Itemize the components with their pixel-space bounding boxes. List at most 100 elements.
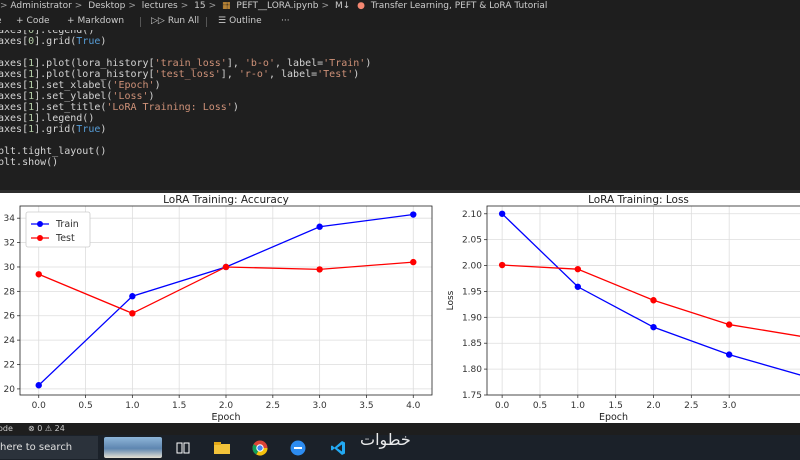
chrome-button[interactable] [249,438,271,458]
chart-title: LoRA Training: Accuracy [163,194,289,206]
legend-marker-test [37,235,43,241]
y-tick-label: 2.10 [462,210,482,220]
breadcrumb-item-notebook[interactable]: PEFT__LORA.ipynb [236,1,319,11]
y-tick-label: 1.75 [462,391,482,401]
x-tick-label: 3.0 [722,401,737,411]
data-point-test [222,263,230,271]
notebook-file-icon: ▦ [222,1,231,11]
y-tick-label: 28 [4,287,16,297]
x-tick-label: 0.0 [32,401,47,411]
x-tick-label: 3.0 [312,401,327,411]
status-mode[interactable]: ode [0,424,13,433]
vscode-button[interactable] [327,438,349,458]
y-tick-label: 1.95 [462,287,482,297]
chart-output: 0.0 0.5 1.0 1.5 2.0 2.5 3.0 3.5 4.0 20 22 24 26 28 30 3… [4,194,800,423]
code-line: plt.show() [0,157,59,168]
vscode-icon [331,441,345,455]
search-placeholder: here to search [0,442,73,453]
toolbar-edge-text: e [0,13,2,30]
y-tick-label: 32 [4,239,15,249]
outline-label: Outline [229,16,262,26]
breadcrumb-separator: > [0,1,8,11]
plot-frame [486,205,800,396]
y-tick-label: 2.00 [462,262,482,272]
code-line: axes[1].legend() [0,113,95,124]
y-tick-label: 24 [4,336,16,346]
run-all-button[interactable]: ▷▷ Run All [151,13,199,30]
problems-indicator[interactable]: ⊗ 0 ⚠ 24 [28,423,65,435]
y-tick-label: 26 [4,312,16,322]
folder-icon [214,442,230,454]
data-point-train [725,351,733,358]
x-tick-label: 0.5 [533,401,547,411]
output-cell: 0.0 0.5 1.0 1.5 2.0 2.5 3.0 3.5 4.0 20 22 24 26 28 30 3… [0,193,800,423]
code-line: axes[0].grid(True) [0,36,107,47]
add-markdown-button[interactable]: + Markdown [67,13,124,30]
x-tick-label: 1.5 [608,401,622,411]
breadcrumb-item-heading[interactable]: Transfer Learning, PEFT & LoRA Tutorial [370,1,548,11]
legend-label-test: Test [55,233,75,244]
watermark: خطوات [360,430,411,449]
toolbar-divider [206,17,207,27]
breadcrumb-separator: > [321,1,330,11]
chrome-icon [252,440,268,456]
heading-icon: ● [357,1,365,11]
x-tick-label: 2.0 [219,401,234,411]
run-all-label: Run All [167,16,200,26]
outline-list-icon: ☰ [218,16,227,26]
code-line: axes[0].legend() [0,30,95,36]
x-axis-label: Epoch [599,412,628,423]
breadcrumb-item-administrator[interactable]: Administrator [10,1,72,11]
y-tick-label: 1.90 [462,313,482,323]
plus-icon: + [67,16,75,26]
y-tick-label: 22 [4,361,15,371]
breadcrumb: > Administrator > Desktop > lectures > 15 > … [0,0,800,13]
outline-button[interactable]: ☰ Outline [218,13,262,30]
markdown-icon: M↓ [334,1,351,11]
error-count: 0 [37,424,43,433]
data-point-train [316,223,323,230]
x-tick-label: 4.0 [406,401,421,411]
data-point-test [574,265,582,273]
task-view-icon [176,442,190,454]
code-cell[interactable]: axes[0].legend() axes[0].grid(True) axes… [0,30,800,190]
data-point-test [410,258,417,266]
y-tick-label: 30 [4,263,16,273]
data-point-train [35,382,42,389]
data-point-test [650,297,657,304]
search-highlight-image [104,437,162,458]
x-tick-label: 2.5 [266,401,280,411]
x-tick-label: 2.0 [646,401,661,411]
x-tick-label: 1.0 [571,401,586,411]
code-line: axes[1].set_title('LoRA Training: Loss') [0,102,239,113]
add-code-button[interactable]: + Code [16,13,50,30]
breadcrumb-item-lectures[interactable]: lectures [141,1,178,11]
warning-count: 24 [54,424,65,433]
plus-icon: + [16,16,24,26]
warning-icon: ⚠ [44,424,53,433]
y-tick-label: 20 [4,385,16,395]
more-actions-button[interactable]: ··· [281,16,290,26]
data-point-train [574,283,582,290]
add-markdown-label: Markdown [77,16,125,26]
app-icon [290,440,306,456]
data-point-train [650,323,657,331]
code-line: axes[1].set_ylabel('Loss') [0,91,155,102]
plot-frame [19,205,433,396]
task-view-button[interactable] [172,438,194,458]
data-point-test [316,266,323,273]
taskbar-search[interactable]: here to search [0,436,98,459]
breadcrumb-item-15[interactable]: 15 [194,1,206,11]
y-tick-label: 1.80 [462,365,482,375]
y-tick-label: 2.05 [462,236,482,246]
app-button[interactable] [287,438,309,458]
code-line: axes[1].grid(True) [0,124,107,135]
y-axis-label: Loss [446,290,456,310]
error-icon: ⊗ [28,424,35,433]
code-line: plt.tight_layout() [0,146,107,157]
breadcrumb-item-desktop[interactable]: Desktop [88,1,126,11]
code-line: axes[1].plot(lora_history['test_loss'], … [0,69,360,80]
status-bar: ode ⊗ 0 ⚠ 24 [0,423,800,435]
file-explorer-button[interactable] [211,438,233,458]
breadcrumb-separator: > [180,1,189,11]
